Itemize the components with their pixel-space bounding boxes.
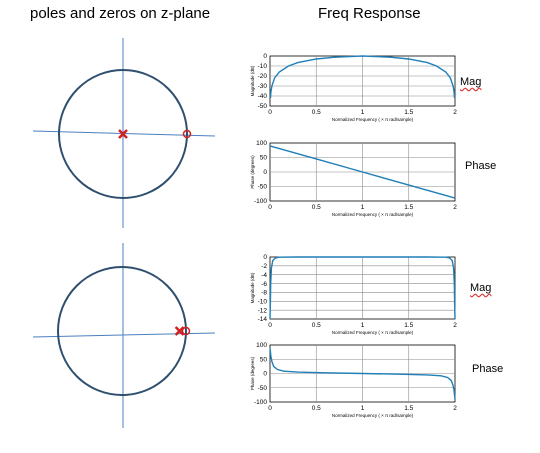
y-axis-label: Magnitude (dB) [250, 272, 255, 303]
y-tick-label: -100 [254, 198, 267, 205]
x-tick-label: 1.5 [404, 109, 413, 116]
y-tick-label: 100 [256, 140, 267, 147]
phase-label-1: Phase [465, 160, 497, 172]
y-tick-label: 0 [263, 169, 267, 176]
y-tick-label: -4 [261, 272, 267, 279]
x-tick-label: 0 [268, 204, 272, 211]
x-tick-label: 0.5 [312, 322, 321, 329]
x-tick-label: 1 [361, 405, 365, 412]
pole-marker [174, 326, 185, 336]
response-plot-3: 0 0.5 1 1.5 2 100 50 0 -50 -100 Normalized Frequen… [250, 140, 457, 217]
pole-zero-plot-4 [32, 243, 216, 428]
x-tick-label: 1.5 [404, 405, 413, 412]
y-tick-label: 0 [263, 53, 267, 60]
y-tick-label: -50 [258, 103, 268, 110]
x-tick-label: 2 [453, 322, 457, 329]
x-tick-label: 2 [453, 405, 457, 412]
x-tick-label: 0 [268, 109, 272, 116]
zero-marker [181, 326, 191, 336]
x-tick-label: 0.5 [312, 109, 321, 116]
x-tick-label: 1 [361, 109, 365, 116]
pole-zero-plot-1 [32, 38, 216, 228]
unit-circle [58, 69, 188, 199]
x-tick-label: 2 [453, 204, 457, 211]
x-tick-label: 1 [361, 204, 365, 211]
y-tick-label: -10 [258, 63, 268, 70]
y-tick-label: -12 [258, 307, 268, 314]
x-tick-label: 1.5 [404, 322, 413, 329]
y-tick-label: -50 [258, 385, 268, 392]
x-tick-label: 1.5 [404, 204, 413, 211]
x-axis-label: Normalized Frequency ( × π rad/sample) [332, 117, 414, 122]
y-tick-label: -50 [258, 184, 268, 191]
x-tick-label: 0.5 [312, 204, 321, 211]
x-tick-label: 0.5 [312, 405, 321, 412]
phase-label-2: Phase [472, 363, 504, 375]
y-tick-label: -10 [258, 298, 268, 305]
y-tick-label: 50 [260, 356, 268, 363]
y-tick-label: 0 [263, 371, 267, 378]
y-tick-label: 50 [260, 155, 268, 162]
response-plot-2: 0 0.5 1 1.5 2 0 -10 -20 -30 -40 -50 Normalized Freq… [250, 53, 457, 122]
y-tick-label: 100 [256, 342, 267, 349]
y-axis-label: Magnitude (dB) [250, 65, 255, 96]
response-curve [269, 145, 456, 199]
response-curve [269, 256, 456, 320]
pole-stroke [174, 326, 185, 336]
freq-response-section-title: Freq Response [318, 5, 421, 22]
y-tick-label: -8 [261, 290, 267, 297]
y-tick-label: 0 [263, 254, 267, 261]
y-tick-label: -40 [258, 93, 268, 100]
y-axis-label: Phase (degrees) [250, 155, 255, 189]
y-axis-label: Phase (degrees) [250, 356, 255, 390]
x-axis-label: Normalized Frequency ( × π rad/sample) [332, 212, 414, 217]
y-tick-label: -100 [254, 399, 267, 406]
y-tick-label: -14 [258, 316, 268, 323]
x-axis-label: Normalized Frequency ( × π rad/sample) [332, 330, 414, 335]
y-tick-label: -6 [261, 281, 267, 288]
y-tick-label: -20 [258, 73, 268, 80]
pole-marker [118, 129, 128, 139]
pz-section-title: poles and zeros on z-plane [30, 5, 211, 22]
magnitude-label-1: Mag [460, 76, 482, 88]
response-plot-6: 0 0.5 1 1.5 2 100 50 0 -50 -100 Normalized Frequen… [250, 342, 457, 418]
x-axis-label: Normalized Frequency ( × π rad/sample) [332, 413, 414, 418]
y-tick-label: -2 [261, 263, 267, 270]
x-tick-label: 0 [268, 405, 272, 412]
x-tick-label: 2 [453, 109, 457, 116]
unit-circle [57, 266, 187, 396]
y-tick-label: -30 [258, 83, 268, 90]
x-tick-label: 1 [361, 322, 365, 329]
pole-stroke [118, 129, 128, 139]
response-plot-5: 0 0.5 1 1.5 2 0 -2 -4 -6 -8-10 -12 -14 Normalized Fr… [250, 254, 457, 335]
response-curve [269, 347, 456, 400]
x-tick-label: 0 [268, 322, 272, 329]
response-curve [269, 55, 456, 99]
magnitude-label-2: Mag [470, 282, 492, 294]
zero-marker [182, 129, 192, 139]
